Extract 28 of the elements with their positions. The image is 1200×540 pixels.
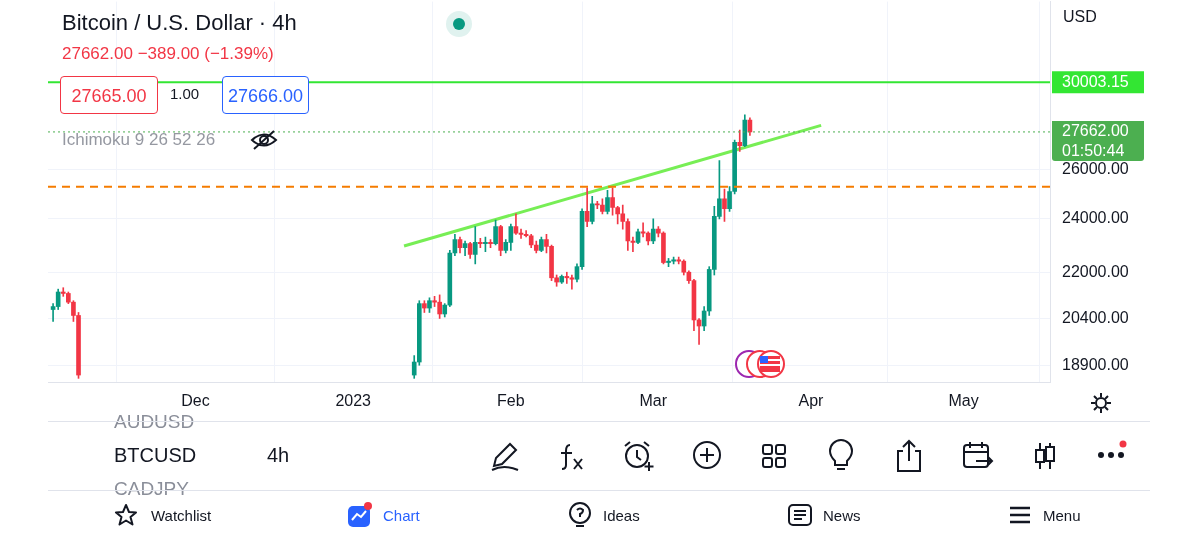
text: 01:50:44 — [1052, 141, 1144, 161]
x-tick-label: May — [948, 392, 979, 410]
text: 27662.00 −389.00 (−1.39%) — [62, 44, 274, 64]
text: Ideas — [603, 507, 640, 524]
text: Chart — [383, 507, 420, 524]
y-tick-label: 22000.00 — [1062, 262, 1129, 280]
y-tick-label: 18900.00 — [1062, 355, 1129, 373]
annotation: 1.00 — [170, 85, 200, 102]
chart-title: Bitcoin / U.S. Dollar · 4h — [62, 10, 297, 36]
y-tick-label: 26000.00 — [1062, 160, 1129, 178]
text: Watchlist — [151, 507, 212, 524]
annotation: 27665.00 — [60, 76, 158, 114]
x-tick-label: Feb — [497, 392, 525, 410]
ref-line-label: 30003.15 — [1062, 72, 1129, 90]
annotation: 27666.00 — [222, 76, 309, 114]
y-tick-label: 20400.00 — [1062, 308, 1129, 326]
annotation: Ichimoku 9 26 52 26 — [62, 130, 216, 150]
text: 4h — [267, 444, 290, 467]
x-tick-label: 2023 — [335, 392, 372, 410]
text: News — [823, 507, 861, 524]
ref-line-label: 27662.00 — [1062, 122, 1129, 140]
text: Menu — [1043, 507, 1081, 524]
text: USD — [1063, 8, 1097, 26]
x-tick-label: Mar — [639, 392, 668, 410]
text: BTCUSD — [114, 444, 197, 467]
x-tick-label: Dec — [181, 392, 210, 410]
y-tick-label: 24000.00 — [1062, 209, 1129, 227]
x-tick-label: Apr — [798, 392, 825, 410]
